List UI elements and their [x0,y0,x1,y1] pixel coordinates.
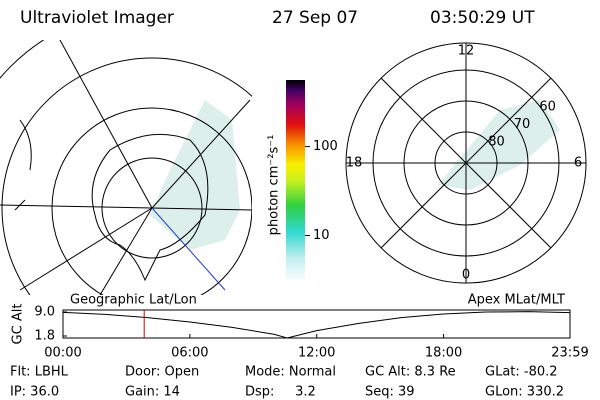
mlt-label: 6 [574,156,582,171]
x-tick-label: 06:00 [171,346,208,361]
polar-spoke [380,77,467,164]
continent [91,133,209,282]
aurora-patch [438,100,560,190]
colorbar-label: photon cm⁻²s⁻¹ [267,135,282,236]
y-tick-label: 1.8 [34,329,55,344]
mlt-label: 18 [346,156,363,171]
mlt-label: 0 [462,268,470,283]
aurora-patch [150,100,240,250]
colorbar-tick-label: 10 [313,228,330,243]
map-label: Geographic Lat/Lon [70,293,197,308]
meridian [59,40,153,209]
x-tick-label: 18:00 [425,346,462,361]
status-field: Dsp: 3.2 [245,385,316,400]
lat-circle [1,57,252,295]
time: 03:50:29 UT [430,8,535,28]
x-tick-label: 12:00 [298,346,335,361]
y-axis-label: GC Alt [11,304,26,345]
plot-frame [62,309,571,339]
polar-spoke [465,162,552,249]
lat-label: 60 [539,99,556,114]
status-field: Mode: Normal [245,365,336,380]
mlt-label: 12 [458,44,475,59]
geographic-map [0,40,252,295]
instrument: Ultraviolet Imager [20,8,174,28]
date: 27 Sep 07 [272,8,358,28]
polar-spoke [465,77,552,164]
colorbar [286,80,305,282]
status-field: Door: Open [125,365,199,380]
terminator [151,207,226,291]
colorbar-tick-label: 100 [313,139,338,154]
y-tick-label: 9.0 [34,305,55,320]
lat-label: 70 [514,117,531,132]
lat-circle [403,100,529,226]
x-tick-label: 00:00 [44,346,81,361]
lat-circle [51,107,252,295]
status-field: Gain: 14 [125,385,180,400]
meridian [0,204,252,211]
meridian [19,207,153,291]
polar-spoke [380,162,467,249]
status-field: Seq: 39 [365,385,415,400]
status-field: GLat: -80.2 [485,365,558,380]
status-field: GLon: 330.2 [485,385,564,400]
status-field: Flt: LBHL [10,365,69,380]
status-field: IP: 36.0 [10,385,59,400]
lat-label: 80 [488,135,505,150]
lat-circle [372,69,560,257]
status-field: GC Alt: 8.3 Re [365,365,456,380]
coastline [14,119,32,211]
altitude-line [62,311,571,339]
polar-label: Apex MLat/MLT [468,293,565,308]
meridian [99,207,153,295]
x-tick-label: 23:59 [551,346,588,361]
lat-circle [434,131,498,195]
meridian [151,99,251,209]
lat-circle [101,157,203,259]
